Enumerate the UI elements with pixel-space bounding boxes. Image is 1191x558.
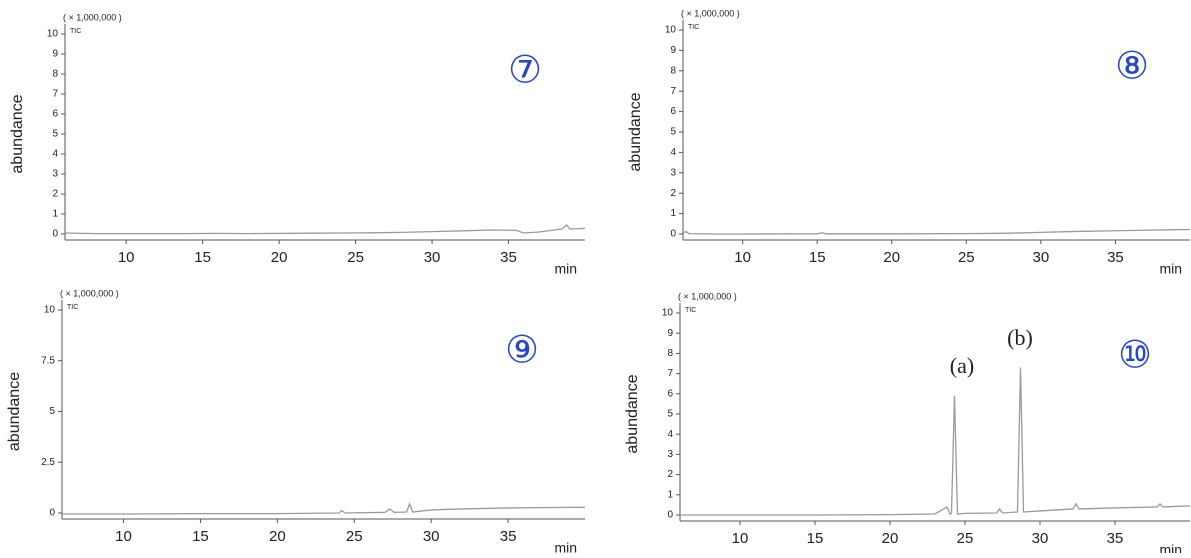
y-tick-label: 10 [662,308,674,319]
x-axis-label: min [1159,261,1182,277]
scale-multiplier: ( × 1,000,000 ) [678,291,737,301]
x-axis-label: min [554,540,577,553]
series-label: TIC [67,304,78,311]
x-tick-label: 25 [347,249,364,266]
y-axis-label: abundance [6,372,23,451]
x-axis-label: min [1159,542,1182,553]
y-tick-label: 6 [667,388,673,399]
x-tick-label: 30 [1033,249,1050,266]
peak-annotation: (b) [1007,325,1033,350]
y-tick-label: 9 [667,328,673,339]
y-tick-label: 4 [667,429,673,440]
x-tick-label: 20 [882,530,899,547]
y-tick-label: 2 [52,189,58,200]
y-tick-label: 10 [665,25,677,36]
y-tick-label: 0 [667,510,673,521]
y-axis-label: abundance [627,92,644,171]
y-tick-label: 5 [670,127,676,138]
x-tick-label: 15 [194,249,211,266]
y-tick-label: 8 [670,65,676,76]
y-axis-label: abundance [9,94,26,173]
panel-label: ⑧ [1115,44,1149,88]
x-tick-label: 10 [118,249,135,266]
x-tick-label: 10 [734,249,751,266]
y-tick-label: 7 [667,368,673,379]
y-tick-label: 3 [52,169,58,180]
x-tick-label: 30 [423,528,440,545]
y-tick-label: 1 [670,208,676,219]
y-tick-label: 9 [52,49,58,60]
y-tick-label: 0 [670,229,676,240]
chromatogram-line [64,224,586,235]
chromatogram-line [680,367,1191,516]
panel-label: ⑨ [505,328,539,372]
chromatogram-line [62,502,586,515]
x-tick-label: 20 [883,249,900,266]
x-tick-label: 30 [1032,530,1049,547]
chromatogram-line [682,228,1191,235]
x-tick-label: 15 [809,249,826,266]
series-label: TIC [685,307,696,314]
x-tick-label: 25 [958,249,975,266]
x-tick-label: 15 [807,530,824,547]
scale-multiplier: ( × 1,000,000 ) [60,288,119,298]
x-tick-label: 35 [1107,249,1124,266]
x-tick-label: 10 [115,528,132,545]
x-tick-label: 35 [500,249,517,266]
x-tick-label: 35 [1107,530,1124,547]
y-tick-label: 7.5 [41,355,55,366]
scale-multiplier: ( × 1,000,000 ) [681,8,740,18]
x-tick-label: 20 [269,528,286,545]
y-tick-label: 0 [52,229,58,240]
y-tick-label: 5 [52,129,58,140]
y-tick-label: 10 [44,305,56,316]
x-tick-label: 15 [192,528,209,545]
x-tick-label: 20 [271,249,288,266]
x-tick-label: 30 [424,249,441,266]
y-tick-label: 1 [52,209,58,220]
x-tick-label: 10 [732,530,749,547]
x-tick-label: 25 [957,530,974,547]
panel-label: ⑦ [508,48,542,92]
scale-multiplier: ( × 1,000,000 ) [63,12,122,22]
series-label: TIC [688,24,699,31]
y-tick-label: 8 [667,348,673,359]
y-tick-label: 7 [52,89,58,100]
y-tick-label: 2 [667,469,673,480]
x-tick-label: 25 [346,528,363,545]
y-tick-label: 4 [52,149,58,160]
y-tick-label: 4 [670,147,676,158]
y-tick-label: 2 [670,188,676,199]
y-tick-label: 0 [49,508,55,519]
y-axis-label: abundance [624,374,641,453]
peak-annotation: (a) [950,353,974,378]
y-tick-label: 10 [47,29,59,40]
x-axis-label: min [554,261,577,277]
y-tick-label: 2.5 [41,457,55,468]
panel-label: ⑩ [1118,333,1152,377]
y-tick-label: 3 [670,167,676,178]
y-tick-label: 6 [670,106,676,117]
y-tick-label: 5 [667,409,673,420]
y-tick-label: 6 [52,109,58,120]
y-tick-label: 7 [670,86,676,97]
x-tick-label: 35 [500,528,517,545]
y-tick-label: 3 [667,449,673,460]
y-tick-label: 8 [52,69,58,80]
y-tick-label: 9 [670,45,676,56]
y-tick-label: 1 [667,489,673,500]
series-label: TIC [70,28,81,35]
y-tick-label: 5 [49,406,55,417]
